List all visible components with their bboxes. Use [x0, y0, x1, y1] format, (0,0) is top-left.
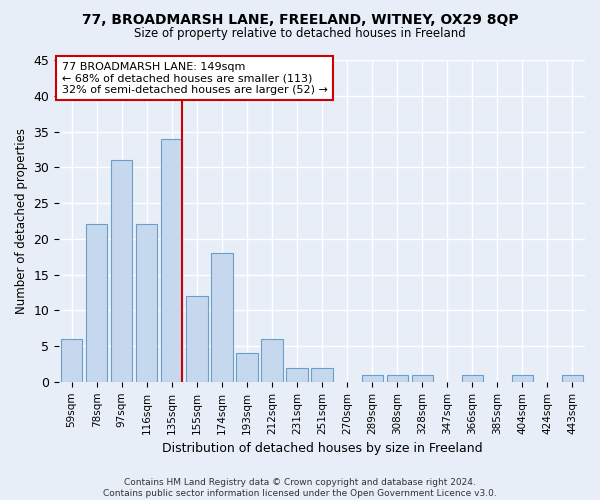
Bar	[136, 224, 157, 382]
Bar	[236, 353, 257, 382]
Text: 77, BROADMARSH LANE, FREELAND, WITNEY, OX29 8QP: 77, BROADMARSH LANE, FREELAND, WITNEY, O…	[82, 12, 518, 26]
Bar	[211, 253, 233, 382]
Text: Size of property relative to detached houses in Freeland: Size of property relative to detached ho…	[134, 28, 466, 40]
Bar	[461, 374, 483, 382]
Bar	[86, 224, 107, 382]
Text: Contains HM Land Registry data © Crown copyright and database right 2024.
Contai: Contains HM Land Registry data © Crown c…	[103, 478, 497, 498]
X-axis label: Distribution of detached houses by size in Freeland: Distribution of detached houses by size …	[162, 442, 482, 455]
Bar	[311, 368, 333, 382]
Text: 77 BROADMARSH LANE: 149sqm
← 68% of detached houses are smaller (113)
32% of sem: 77 BROADMARSH LANE: 149sqm ← 68% of deta…	[62, 62, 328, 95]
Bar	[562, 374, 583, 382]
Bar	[262, 339, 283, 382]
Bar	[61, 339, 82, 382]
Bar	[386, 374, 408, 382]
Bar	[412, 374, 433, 382]
Bar	[161, 138, 182, 382]
Bar	[362, 374, 383, 382]
Bar	[111, 160, 133, 382]
Y-axis label: Number of detached properties: Number of detached properties	[15, 128, 28, 314]
Bar	[286, 368, 308, 382]
Bar	[186, 296, 208, 382]
Bar	[512, 374, 533, 382]
